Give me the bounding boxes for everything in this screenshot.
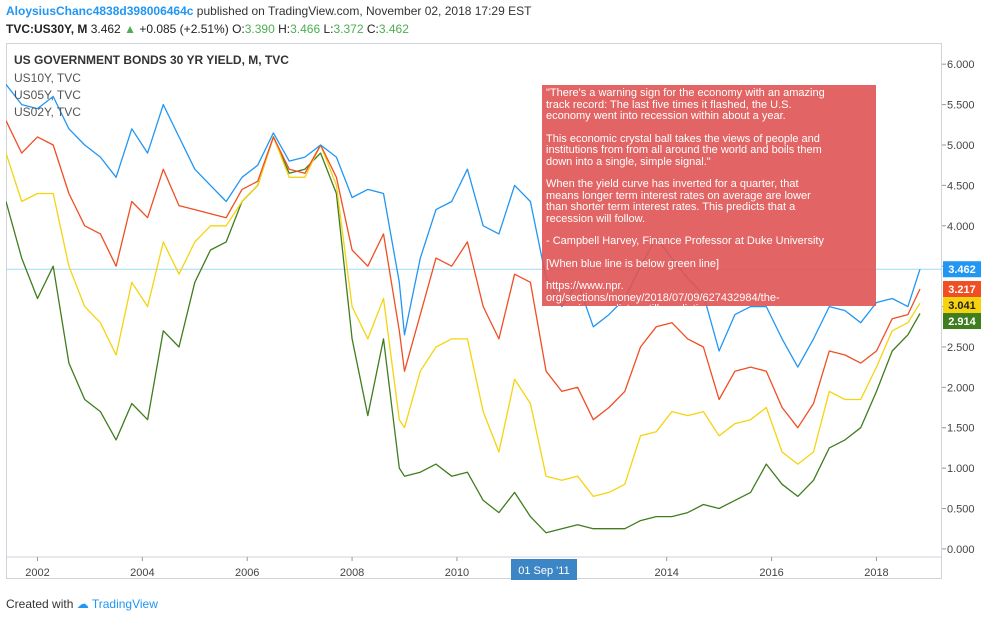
legend-us10y[interactable]: US10Y, TVC: [14, 71, 81, 85]
low-value: 3.372: [333, 22, 364, 36]
close-value: 3.462: [378, 22, 409, 36]
y-tick-label: 5.500: [947, 100, 975, 112]
x-tick-label: 2006: [235, 567, 259, 579]
note-paragraph: This economic crystal ball takes the vie…: [546, 132, 822, 168]
price-value: 3.462: [90, 22, 121, 36]
y-tick-label: 1.000: [947, 463, 975, 475]
x-tick-label: 2014: [654, 567, 678, 579]
close-label: C:: [366, 22, 379, 36]
x-tick-label: 2002: [25, 567, 49, 579]
chart-canvas[interactable]: 6.0005.5005.0004.5004.0003.5003.0002.500…: [6, 43, 986, 583]
published-text: published on TradingView.com, November 0…: [196, 4, 532, 18]
open-value: 3.390: [244, 22, 275, 36]
legend-us05y[interactable]: US05Y, TVC: [14, 88, 81, 102]
crosshair-date-badge: [511, 559, 577, 580]
last-value-badge: [943, 313, 981, 330]
series-line-us02y: [6, 136, 921, 534]
quote-bar: TVC:US30Y, M 3.462 ▲ +0.085 (+2.51%) O:3…: [6, 22, 409, 36]
last-value-label: 2.914: [948, 316, 976, 328]
low-label: L:: [323, 22, 334, 36]
note-paragraph: - Campbell Harvey, Finance Professor at …: [546, 235, 824, 247]
y-tick-label: 0.500: [947, 504, 975, 516]
y-tick-label: 5.000: [947, 140, 975, 152]
series-line-us05y: [6, 136, 921, 498]
author-link[interactable]: AloysiusChanc4838d398006464c: [6, 4, 194, 18]
x-tick-label: 2004: [130, 567, 154, 579]
y-tick-label: 4.500: [947, 180, 975, 192]
footer: Created with ☁ TradingView: [6, 597, 158, 611]
symbol-label: TVC:US30Y, M: [6, 22, 88, 36]
note-paragraph: [When blue line is below green line]: [546, 257, 720, 270]
last-value-label: 3.217: [948, 284, 976, 296]
crosshair-date-label: 01 Sep '11: [518, 565, 569, 577]
chart-frame: [6, 43, 942, 579]
y-tick-label: 1.500: [947, 423, 975, 435]
open-label: O:: [232, 22, 245, 36]
x-tick-label: 2008: [340, 567, 364, 579]
up-arrow-icon: ▲: [124, 22, 136, 36]
x-tick-label: 2016: [759, 567, 783, 579]
note-link[interactable]: https://www.npr. org/sections/money/2018…: [546, 280, 780, 306]
last-value-label: 3.041: [948, 300, 976, 312]
y-tick-label: 2.000: [947, 382, 975, 394]
annotation-note[interactable]: "There's a warning sign for the economy …: [542, 85, 876, 306]
high-value: 3.466: [290, 22, 321, 36]
last-value-badge: [943, 261, 981, 278]
last-value-label: 3.462: [948, 264, 976, 276]
last-value-badge: [943, 281, 981, 298]
chart-title: US GOVERNMENT BONDS 30 YR YIELD, M, TVC: [14, 53, 289, 67]
y-tick-label: 4.000: [947, 221, 975, 233]
note-paragraph: "There's a warning sign for the economy …: [546, 87, 825, 122]
created-with-text: Created with: [6, 597, 74, 611]
publish-info: AloysiusChanc4838d398006464c published o…: [6, 4, 531, 18]
x-tick-label: 2018: [864, 567, 888, 579]
y-tick-label: 0.000: [947, 544, 975, 556]
y-tick-label: 2.500: [947, 342, 975, 354]
series-line-us10y: [6, 120, 921, 429]
x-tick-label: 2010: [445, 567, 469, 579]
y-tick-label: 6.000: [947, 59, 975, 71]
tradingview-logo-icon[interactable]: ☁: [76, 597, 89, 611]
note-paragraph: When the yield curve has inverted for a …: [546, 178, 811, 225]
change-value: +0.085 (+2.51%): [139, 22, 229, 36]
legend-us02y[interactable]: US02Y, TVC: [14, 105, 81, 119]
tradingview-link[interactable]: TradingView: [91, 597, 158, 611]
high-label: H:: [278, 22, 291, 36]
last-value-badge: [943, 297, 981, 314]
series-line-us30y: [6, 84, 921, 368]
